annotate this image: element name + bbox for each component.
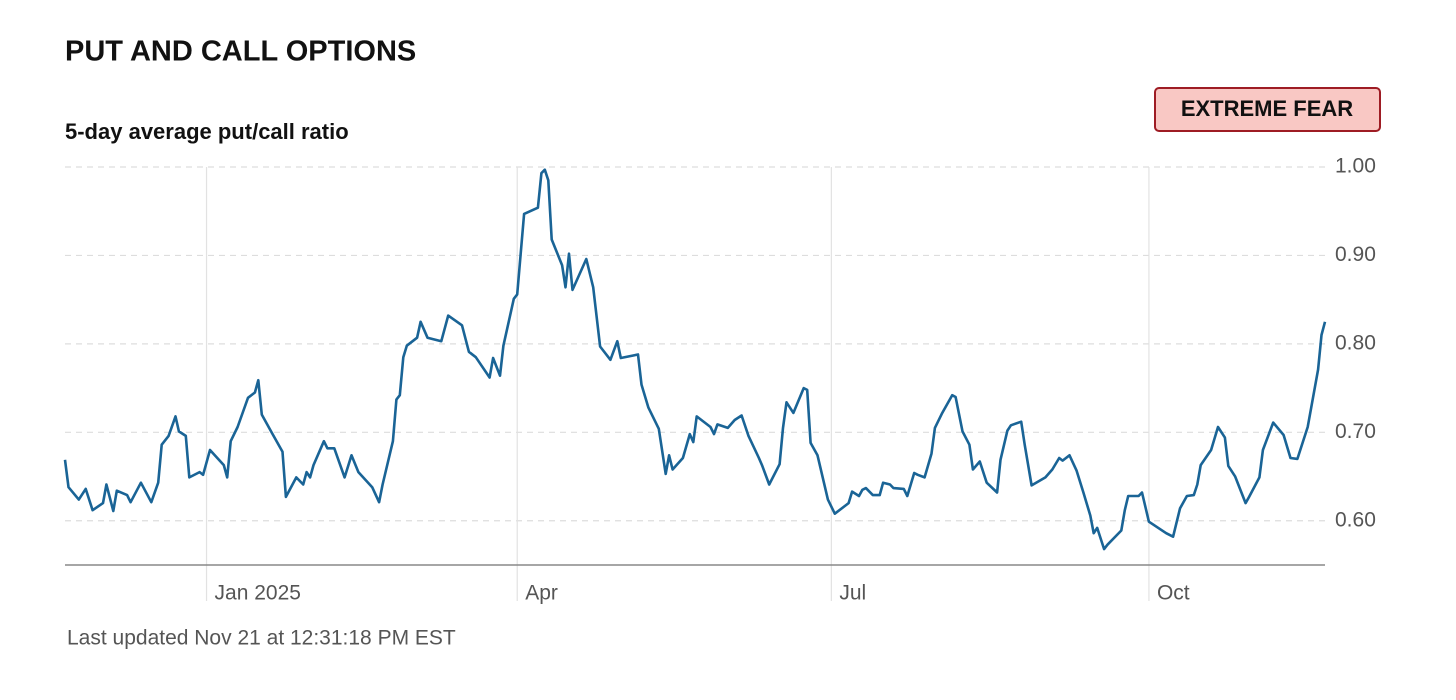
chart-subtitle: 5-day average put/call ratio [65,119,349,144]
footnote: Last updated Nov 21 at 12:31:18 PM EST [67,627,456,650]
indicator-label: EXTREME FEAR [1181,96,1353,121]
chart-title: PUT AND CALL OPTIONS [65,36,416,68]
y-tick-label: 1.00 [1335,155,1376,178]
y-tick-label: 0.70 [1335,420,1376,443]
x-tick-label: Apr [525,582,558,605]
x-tick-label: Jan 2025 [215,582,301,605]
y-tick-label: 0.80 [1335,331,1376,354]
y-tick-label: 0.60 [1335,508,1376,531]
data-line [63,168,1327,551]
y-tick-label: 0.90 [1335,243,1376,266]
indicator-badge [1154,87,1381,132]
x-tick-label: Oct [1157,582,1190,605]
x-tick-label: Jul [839,582,866,605]
